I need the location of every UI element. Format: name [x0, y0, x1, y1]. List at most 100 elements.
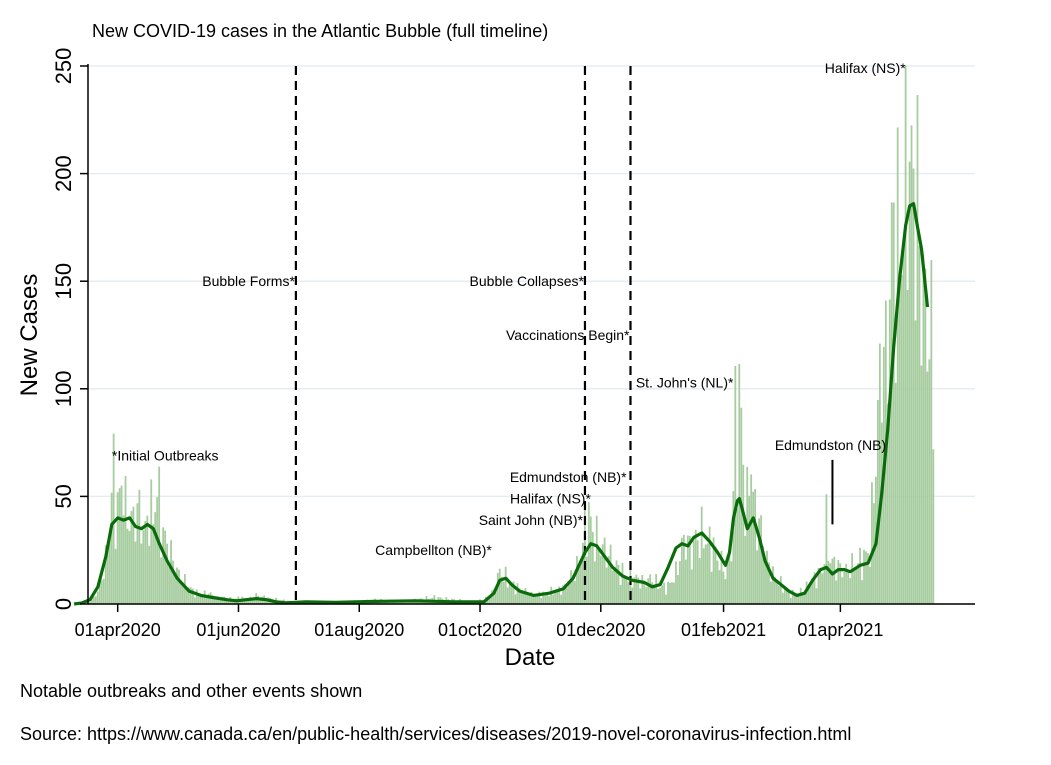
bar-day-283 — [677, 574, 679, 604]
bar-day-372 — [853, 569, 856, 604]
bar-day-255 — [621, 562, 624, 604]
bar-day-285 — [680, 537, 683, 604]
event-label-2: Vaccinations Begin* — [506, 327, 630, 343]
bar-day-27 — [170, 540, 172, 604]
bar-day-21 — [158, 466, 161, 604]
bar-day-213 — [538, 591, 541, 604]
bar-day-247 — [605, 567, 608, 604]
bar-day-257 — [625, 579, 628, 604]
bar-day-297 — [704, 544, 707, 604]
bar-day-378 — [865, 551, 867, 604]
bar-day-30 — [176, 567, 178, 604]
bar-day-14 — [144, 520, 147, 604]
bar-day-29 — [174, 576, 176, 604]
bar-day-343 — [795, 595, 798, 604]
bar-day-329 — [768, 562, 770, 604]
bar-day-282 — [675, 561, 677, 604]
annotation-3: Halifax (NS)* — [510, 491, 591, 507]
bar-day-244 — [599, 555, 602, 604]
bar-day-352 — [813, 572, 816, 604]
bar-day--5 — [106, 548, 109, 604]
bar-day-403 — [914, 320, 917, 604]
bar-day-409 — [926, 371, 929, 604]
bar-day--7 — [102, 578, 105, 604]
bar-day-309 — [728, 554, 731, 604]
annotations: *Initial Outbreaks Campbellton (NB)* Saint… — [112, 60, 906, 558]
bar-day-272 — [655, 574, 658, 604]
annotation-0: *Initial Outbreaks — [112, 448, 219, 464]
bar-day-291 — [692, 540, 695, 604]
bar-day-306 — [722, 571, 725, 604]
bar-day-241 — [593, 561, 596, 604]
bar-day-402 — [912, 168, 915, 604]
bar-day-141 — [395, 601, 398, 604]
bar-day-325 — [760, 515, 762, 604]
bar-day-33 — [182, 582, 184, 604]
bar-day-68 — [251, 598, 254, 604]
bar-day-356 — [821, 573, 824, 604]
bar-day-303 — [716, 560, 719, 604]
bar-day-238 — [587, 502, 590, 604]
bar-day-287 — [684, 559, 687, 604]
bar-day-274 — [659, 587, 661, 604]
bar-day-333 — [776, 583, 778, 604]
bar-day-397 — [902, 242, 905, 605]
bar-day-207 — [526, 594, 529, 604]
bar-day-11 — [138, 489, 141, 604]
bar-day-368 — [845, 563, 848, 604]
bar-day-380 — [869, 566, 871, 604]
bar-day-250 — [611, 570, 614, 604]
bar-day-227 — [566, 587, 568, 604]
bar-day-3 — [122, 515, 125, 604]
annotation-7: Halifax (NS)* — [825, 60, 906, 76]
y-tick-label-100: 100 — [51, 370, 76, 407]
chart-note: Notable outbreaks and other events shown — [20, 681, 362, 701]
bar-day-335 — [779, 576, 782, 604]
bar-day-38 — [191, 588, 194, 604]
bar-day-6 — [128, 531, 131, 604]
bar-day-288 — [686, 535, 689, 604]
bar-day-190 — [492, 589, 495, 604]
bar-day-298 — [706, 543, 709, 604]
bar-day-389 — [886, 403, 889, 604]
bar-day-230 — [572, 574, 574, 604]
x-tick-label-01oct2020: 01oct2020 — [438, 620, 522, 640]
x-axis-label: Date — [505, 644, 556, 671]
bar-day-32 — [180, 582, 182, 604]
bar-day-16 — [148, 545, 151, 604]
bar-day-203 — [518, 588, 521, 604]
bar-day-292 — [694, 529, 697, 604]
bar-day-349 — [807, 586, 810, 604]
bar-day-399 — [906, 290, 909, 604]
event-lines: Bubble Forms* Bubble Collapses* Vaccinatio… — [202, 66, 632, 604]
bar-day-216 — [544, 592, 547, 604]
annotation-1: Campbellton (NB)* — [375, 542, 492, 558]
bar-day-379 — [867, 553, 869, 604]
bar-day-5 — [126, 528, 129, 604]
bar-day-371 — [851, 553, 854, 604]
bar-day-330 — [770, 581, 772, 604]
bar-day-398 — [904, 66, 907, 604]
bar-day-22 — [160, 557, 163, 604]
bar-day-242 — [595, 515, 598, 604]
bar-day-404 — [916, 94, 919, 605]
bar-day-142 — [397, 602, 400, 604]
y-tick-label-50: 50 — [51, 484, 76, 508]
annotation-6: Edmundston (NB) — [775, 437, 886, 453]
bar-day-262 — [635, 574, 638, 604]
bar-day-338 — [785, 588, 788, 604]
bar-day-290 — [690, 569, 693, 604]
bar-day-271 — [653, 584, 656, 604]
bar-day-198 — [508, 582, 511, 604]
bar-day-328 — [766, 550, 768, 604]
bar-day-364 — [837, 560, 840, 604]
bar-day-332 — [774, 576, 776, 604]
bar-day-197 — [506, 587, 509, 604]
bar-day-145 — [403, 601, 406, 604]
bar-day-359 — [827, 560, 830, 604]
bar-day-410 — [928, 359, 931, 604]
bar-day-342 — [793, 593, 796, 604]
bar-day-323 — [756, 550, 759, 604]
